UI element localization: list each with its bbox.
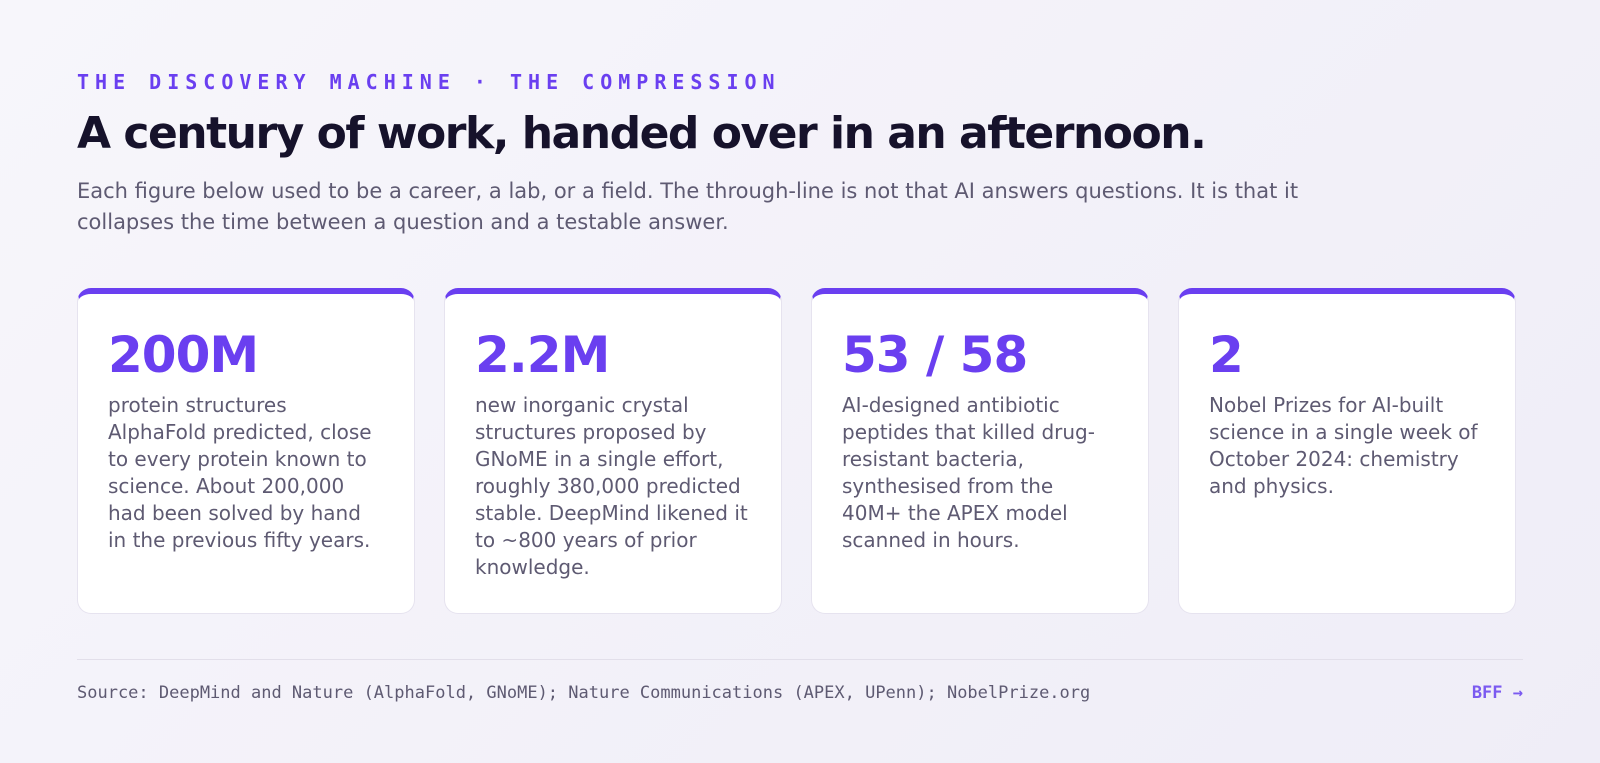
eyebrow: THE DISCOVERY MACHINE · THE COMPRESSION <box>77 70 781 94</box>
card-text: protein structures AlphaFold predicted, … <box>108 393 372 552</box>
card-text: Nobel Prizes for AI-built science in a s… <box>1209 393 1478 498</box>
card-text: new inorganic crystal structures propose… <box>475 393 748 579</box>
subtitle: Each figure below used to be a career, a… <box>77 179 1299 234</box>
brand-link[interactable]: BFF → <box>1471 683 1523 703</box>
figure: 2.2M <box>475 326 610 384</box>
card: 2 Nobel Prizes for AI-built science in a … <box>1178 288 1516 614</box>
figure: 53 / 58 <box>842 326 1028 384</box>
source: Source: DeepMind and Nature (AlphaFold, … <box>77 683 1091 703</box>
cards: 200M protein structures AlphaFold predict… <box>77 288 1516 614</box>
divider <box>77 659 1523 660</box>
card-text: AI-designed antibiotic peptides that kil… <box>842 393 1095 552</box>
card: 200M protein structures AlphaFold predict… <box>77 288 415 614</box>
figure: 200M <box>108 326 259 384</box>
card: 2.2M new inorganic crystal structures pro… <box>444 288 782 614</box>
figure: 2 <box>1209 326 1244 384</box>
title: A century of work, handed over in an aft… <box>77 108 1207 159</box>
card: 53 / 58 AI-designed antibiotic peptides t… <box>811 288 1149 614</box>
